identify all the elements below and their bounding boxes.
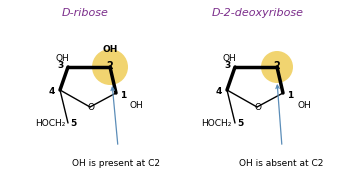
Text: O: O	[88, 103, 94, 112]
Text: 2: 2	[107, 61, 114, 71]
Text: OH: OH	[102, 45, 118, 54]
Text: 1: 1	[287, 90, 293, 99]
Text: HOCH₂: HOCH₂	[202, 119, 232, 128]
Text: D-ribose: D-ribose	[62, 8, 108, 18]
Text: O: O	[254, 103, 262, 112]
Text: 3: 3	[58, 61, 64, 70]
Text: OH: OH	[222, 54, 236, 63]
Text: 1: 1	[120, 90, 126, 99]
Text: 3: 3	[225, 61, 231, 70]
Text: 5: 5	[70, 119, 76, 128]
Text: 5: 5	[237, 119, 243, 128]
Circle shape	[261, 51, 293, 83]
Text: OH: OH	[130, 101, 144, 110]
Text: OH is present at C2: OH is present at C2	[72, 159, 160, 168]
Text: HOCH₂: HOCH₂	[35, 119, 65, 128]
Text: D-2-deoxyribose: D-2-deoxyribose	[212, 8, 304, 18]
Text: OH is absent at C2: OH is absent at C2	[239, 159, 323, 168]
Text: OH: OH	[55, 54, 69, 63]
Text: OH: OH	[297, 101, 311, 110]
Text: 4: 4	[215, 88, 222, 97]
Text: 4: 4	[49, 88, 55, 97]
Circle shape	[92, 49, 128, 85]
Text: 2: 2	[274, 61, 280, 71]
